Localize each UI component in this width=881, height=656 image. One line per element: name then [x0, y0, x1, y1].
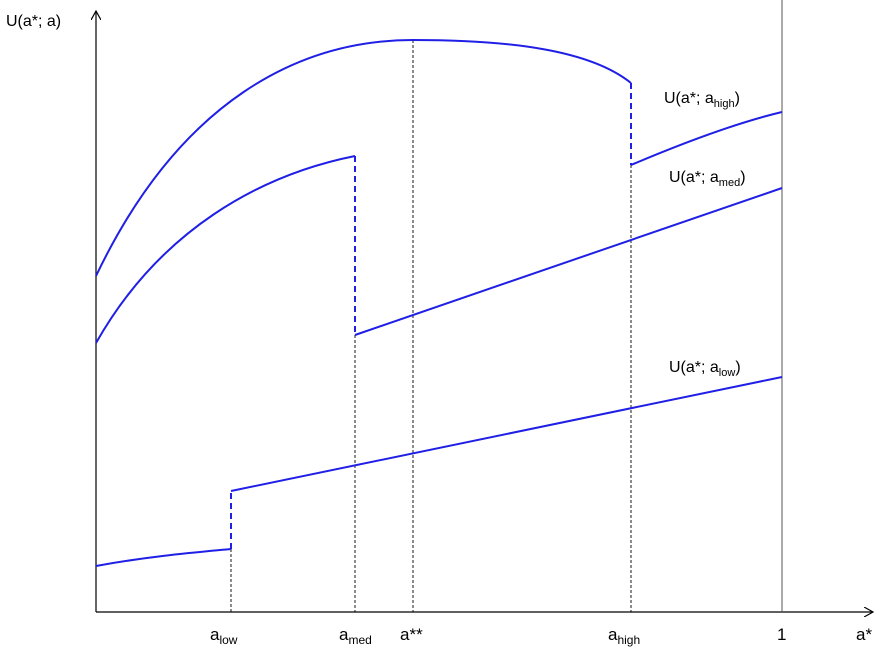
curve-label-a-high: U(a*; ahigh) [664, 90, 740, 110]
x-axis-label: a* [856, 625, 872, 644]
curve-a-high-concave [95, 38, 632, 277]
curve-a-low-concave [95, 548, 232, 567]
tick-label-a-med: amed [339, 625, 372, 647]
y-axis-label: U(a*; a) [6, 13, 61, 30]
tick-label-a-low: alow [210, 625, 238, 647]
curve-a-high-linear [630, 111, 783, 166]
tick-label-a-star-star: a** [400, 625, 423, 644]
curve-label-a-low: U(a*; alow) [669, 359, 741, 379]
tick-label-a-high: ahigh [608, 625, 640, 647]
curve-label-a-med: U(a*; amed) [669, 169, 746, 189]
curve-a-low [95, 376, 783, 567]
curve-a-med [95, 155, 783, 344]
curve-a-high [95, 38, 783, 277]
curve-a-med-linear [354, 187, 783, 336]
curve-a-med-concave [95, 155, 356, 344]
curve-a-low-linear [230, 376, 783, 492]
tick-label-one: 1 [777, 625, 786, 644]
